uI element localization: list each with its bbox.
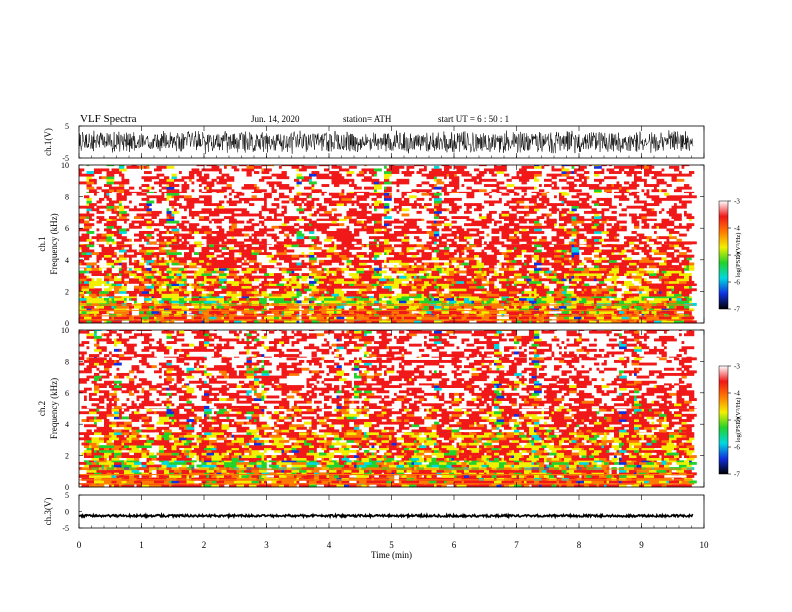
time-tick-label: 8 bbox=[577, 540, 582, 550]
ch1-colorbar-label: log(PSD)(V²/Hz) bbox=[735, 233, 742, 278]
ch1-colorbar-tick-label: -5 bbox=[734, 252, 740, 260]
ch2-freq-tick-label: 8 bbox=[65, 357, 69, 366]
ch2-channel-label: ch.2 bbox=[37, 401, 47, 416]
time-tick-label: 4 bbox=[327, 540, 332, 550]
ch2-freq-tick-label: 4 bbox=[65, 420, 69, 429]
ch1-spectrogram-panel bbox=[78, 164, 731, 324]
ch2-colorbar-label: log(PSD)(V²/Hz) bbox=[735, 398, 742, 443]
ch1-spectrogram-pixels bbox=[79, 165, 697, 324]
ch2-freq-tick-label: 10 bbox=[61, 326, 69, 335]
ch1-colorbar-tick-label: -6 bbox=[734, 279, 740, 287]
ch2-colorbar-tick-label: -6 bbox=[734, 444, 740, 452]
start-ut-label: start UT = 6 : 50 : 1 bbox=[438, 114, 510, 124]
ch3-ytick-label: -5 bbox=[62, 524, 69, 533]
ch3-ytick-label: 0 bbox=[65, 508, 69, 517]
ch1-freq-tick-label: 8 bbox=[65, 193, 69, 202]
ch1-colorbar-tick-label: -4 bbox=[734, 225, 740, 233]
time-tick-label: 5 bbox=[389, 540, 394, 550]
ch2-freq-tick-label: 0 bbox=[65, 483, 69, 492]
ch3-waveform-ylabel: ch.3(V) bbox=[43, 498, 53, 526]
ch1-freq-tick-label: 6 bbox=[65, 224, 69, 233]
ch2-colorbar-tick-label: -7 bbox=[734, 471, 740, 479]
ch3-ytick-label: 5 bbox=[65, 491, 69, 500]
ch2-colorbar-tick-label: -4 bbox=[734, 390, 740, 398]
ch1-freq-tick-label: 4 bbox=[65, 256, 69, 265]
ch1-freq-tick-label: 2 bbox=[65, 287, 69, 296]
ch1-channel-label: ch.1 bbox=[37, 236, 47, 251]
time-axis-label: Time (min) bbox=[371, 550, 412, 560]
ch3-waveform-frame bbox=[78, 494, 705, 529]
time-tick-label: 1 bbox=[139, 540, 144, 550]
ch2-freq-tick-label: 2 bbox=[65, 452, 69, 461]
ch1-frequency-ylabel: Frequency (kHz) bbox=[49, 213, 59, 274]
ch1-waveform-panel bbox=[78, 125, 705, 159]
ch2-colorbar bbox=[718, 365, 729, 475]
ch2-colorbar-tick-label: -5 bbox=[734, 417, 740, 425]
ch2-spectrogram-pixels bbox=[79, 330, 697, 488]
ch2-frequency-ylabel: Frequency (kHz) bbox=[49, 378, 59, 439]
time-tick-label: 9 bbox=[639, 540, 644, 550]
time-tick-label: 2 bbox=[202, 540, 207, 550]
ch1-freq-tick-label: 10 bbox=[61, 161, 69, 170]
time-tick-label: 6 bbox=[452, 540, 457, 550]
ch3-waveform-panel bbox=[78, 494, 705, 529]
ch1-waveform-line bbox=[78, 130, 694, 154]
ch2-colorbar-tick-label: -3 bbox=[734, 363, 740, 371]
time-tick-label: 10 bbox=[700, 540, 710, 550]
ch1-freq-tick-label: 0 bbox=[65, 319, 69, 328]
station-label: station= ATH bbox=[343, 114, 392, 124]
time-tick-label: 3 bbox=[264, 540, 269, 550]
ch2-freq-tick-label: 6 bbox=[65, 389, 69, 398]
ch1-colorbar-tick-label: -7 bbox=[734, 306, 740, 314]
ch1-colorbar bbox=[718, 200, 729, 310]
figure-title: VLF Spectra bbox=[80, 113, 137, 125]
ch1-colorbar-tick-label: -3 bbox=[734, 198, 740, 206]
ch1-ytick-label: 5 bbox=[65, 122, 69, 131]
time-tick-label: 0 bbox=[77, 540, 82, 550]
date-label: Jun. 14, 2020 bbox=[251, 114, 300, 124]
ch1-ytick-label: -5 bbox=[62, 154, 69, 163]
ch2-spectrogram-panel bbox=[78, 329, 731, 488]
ch1-waveform-ylabel: ch.1(V) bbox=[43, 128, 53, 156]
ch3-waveform-line bbox=[78, 512, 694, 520]
time-tick-label: 7 bbox=[514, 540, 519, 550]
